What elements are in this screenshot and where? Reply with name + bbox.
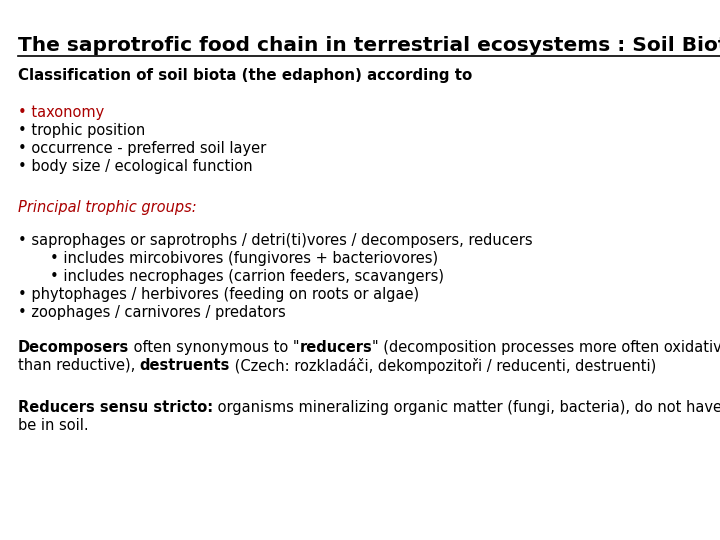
Text: destruents: destruents	[140, 358, 230, 373]
Text: than reductive),: than reductive),	[18, 358, 140, 373]
Text: • phytophages / herbivores (feeding on roots or algae): • phytophages / herbivores (feeding on r…	[18, 287, 419, 302]
Text: • trophic position: • trophic position	[18, 123, 145, 138]
Text: be in soil.: be in soil.	[18, 418, 89, 433]
Text: reducers: reducers	[300, 340, 372, 355]
Text: • body size / ecological function: • body size / ecological function	[18, 159, 253, 174]
Text: • includes mircobivores (fungivores + bacteriovores): • includes mircobivores (fungivores + ba…	[50, 251, 438, 266]
Text: Principal trophic groups:: Principal trophic groups:	[18, 200, 197, 215]
Text: " (decomposition processes more often oxidative: " (decomposition processes more often ox…	[372, 340, 720, 355]
Text: Decomposers: Decomposers	[18, 340, 130, 355]
Text: often synonymous to ": often synonymous to "	[130, 340, 300, 355]
Text: • occurrence - preferred soil layer: • occurrence - preferred soil layer	[18, 141, 266, 156]
Text: (Czech: rozkladáči, dekompozitoři / reducenti, destruenti): (Czech: rozkladáči, dekompozitoři / redu…	[230, 358, 657, 374]
Text: • saprophages or saprotrophs / detri(ti)vores / decomposers, reducers: • saprophages or saprotrophs / detri(ti)…	[18, 233, 533, 248]
Text: Reducers sensu stricto:: Reducers sensu stricto:	[18, 400, 213, 415]
Text: • taxonomy: • taxonomy	[18, 105, 104, 120]
Text: Classification of soil biota (the edaphon) according to: Classification of soil biota (the edapho…	[18, 68, 472, 83]
Text: organisms mineralizing organic matter (fungi, bacteria), do not have to: organisms mineralizing organic matter (f…	[213, 400, 720, 415]
Text: • zoophages / carnivores / predators: • zoophages / carnivores / predators	[18, 305, 286, 320]
Text: The saprotrofic food chain in terrestrial ecosystems : Soil Biota: The saprotrofic food chain in terrestria…	[18, 36, 720, 55]
Text: • includes necrophages (carrion feeders, scavangers): • includes necrophages (carrion feeders,…	[50, 269, 444, 284]
